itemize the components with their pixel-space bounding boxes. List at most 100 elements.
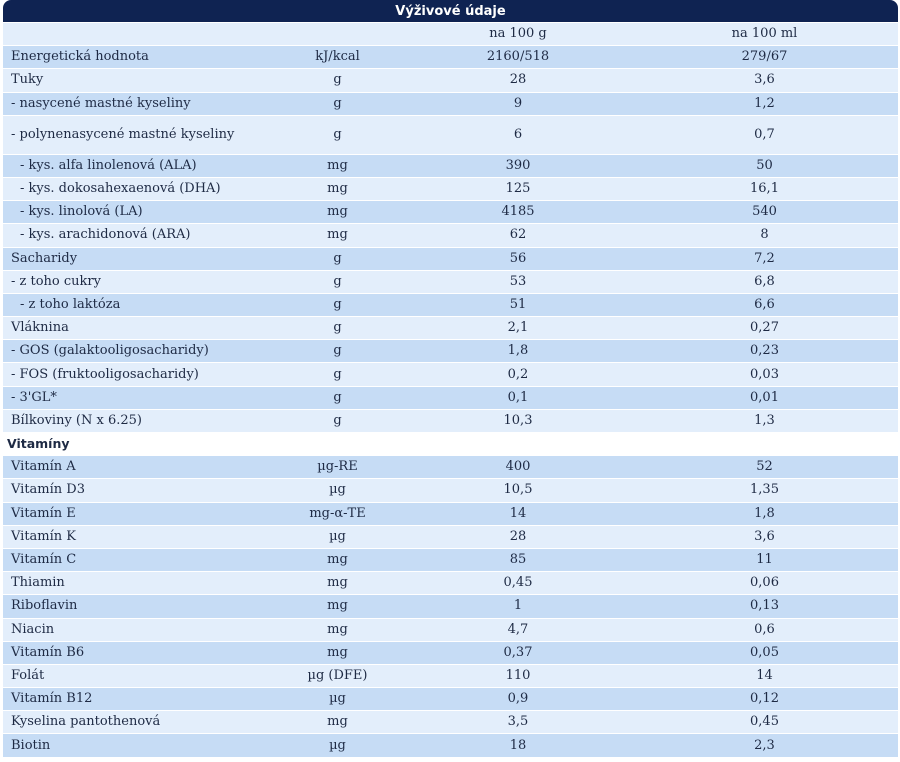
row-per-100ml: 8: [760, 227, 769, 243]
row-per-100ml: 6,6: [754, 296, 775, 312]
row-per-100ml: 279/67: [741, 49, 788, 65]
row-unit: g: [333, 250, 342, 266]
row-per-100ml: 3,6: [754, 72, 775, 88]
row-per-100ml: 14: [756, 667, 773, 683]
row-per-100ml: 1,2: [754, 95, 775, 111]
table-row: Vláknina g 2,1 0,27: [3, 317, 898, 341]
table-row: Tuky g 28 3,6: [3, 69, 898, 93]
row-per-100ml: 0,6: [754, 621, 775, 637]
row-label: - FOS (fruktooligosacharidy): [11, 366, 199, 382]
row-unit: mg: [327, 227, 348, 243]
row-label: Thiamin: [11, 575, 65, 591]
row-per-100g: 400: [505, 459, 531, 475]
table-row: Vitamín E mg-α-TE 14 1,8: [3, 502, 898, 526]
row-per-100ml: 0,13: [750, 598, 779, 614]
row-per-100g: 1: [513, 598, 523, 614]
row-per-100g: 0,37: [503, 644, 533, 660]
table-row: Riboflavin mg 1 0,13: [3, 595, 898, 619]
nutrition-table: Výživové údaje na 100 g na 100 ml Energe…: [3, 0, 898, 758]
row-label: Kyselina pantothenová: [11, 714, 161, 730]
row-per-100ml: 0,12: [750, 691, 779, 707]
row-per-100g: 56: [509, 250, 527, 266]
row-unit: g: [333, 296, 342, 312]
row-per-100g: 0,45: [503, 575, 533, 591]
row-unit: g: [333, 320, 342, 336]
section-heading-row: Vitamíny: [3, 433, 898, 457]
row-per-100g: 6: [513, 126, 523, 142]
row-per-100ml: 3,6: [754, 528, 775, 544]
table-row: Sacharidy g 56 7,2: [3, 247, 898, 271]
row-per-100ml: 7,2: [754, 250, 775, 266]
row-label: - z toho cukry: [11, 273, 101, 289]
row-unit: mg: [327, 644, 348, 660]
row-label: Vitamín E: [11, 505, 76, 521]
row-per-100ml: 6,8: [754, 273, 775, 289]
row-label: - GOS (galaktooligosacharidy): [11, 343, 209, 359]
row-label: - polynenasycené mastné kyseliny: [11, 126, 235, 142]
row-per-100g: 0,9: [507, 691, 529, 707]
row-per-100g: 0,2: [507, 366, 529, 382]
row-unit: µg (DFE): [307, 667, 368, 683]
table-row: - z toho cukry g 53 6,8: [3, 270, 898, 294]
table-row: - FOS (fruktooligosacharidy) g 0,2 0,03: [3, 363, 898, 387]
row-unit: g: [333, 95, 342, 111]
row-per-100ml: 0,23: [750, 343, 779, 359]
section-heading: Vitamíny: [7, 436, 70, 452]
row-label: Folát: [11, 667, 45, 683]
table-row: - z toho laktóza g 51 6,6: [3, 293, 898, 318]
row-per-100ml: 0,45: [750, 714, 779, 730]
row-unit: µg: [329, 691, 346, 707]
row-unit: µg: [329, 528, 346, 544]
row-label: - kys. dokosahexaenová (DHA): [20, 181, 221, 197]
row-per-100ml: 2,3: [754, 737, 775, 753]
table-row: Vitamín B12 µg 0,9 0,12: [3, 688, 898, 712]
row-per-100g: 1,8: [507, 343, 529, 359]
row-per-100ml: 0,27: [750, 320, 779, 336]
table-row: Biotin µg 18 2,3: [3, 734, 898, 758]
row-label: Vitamín C: [11, 552, 77, 568]
row-per-100ml: 0,01: [750, 389, 779, 405]
table-row: - nasycené mastné kyseliny g 9 1,2: [3, 92, 898, 116]
row-per-100ml: 0,7: [754, 126, 775, 142]
row-per-100g: 2,1: [507, 320, 529, 336]
table-row: - kys. dokosahexaenová (DHA) mg 125 16,1: [3, 177, 898, 202]
row-label: - kys. arachidonová (ARA): [20, 227, 191, 243]
row-per-100g: 18: [509, 737, 527, 753]
row-per-100g: 28: [509, 528, 527, 544]
table-row: Vitamín C mg 85 11: [3, 548, 898, 573]
row-unit: mg: [327, 181, 348, 197]
row-unit: g: [333, 72, 342, 88]
row-per-100g: 4185: [501, 204, 535, 220]
table-row: Vitamín B6 mg 0,37 0,05: [3, 641, 898, 665]
row-per-100g: 0,1: [507, 389, 529, 405]
row-per-100g: 125: [505, 181, 531, 197]
table-row: Bílkoviny (N x 6.25) g 10,3 1,3: [3, 409, 898, 433]
row-per-100g: 10,3: [503, 412, 533, 428]
row-label: Vitamín B6: [11, 644, 85, 660]
row-unit: mg: [327, 204, 348, 220]
row-label: Vitamín D3: [11, 482, 85, 498]
table-row: Folát µg (DFE) 110 14: [3, 664, 898, 689]
header-per-100ml: na 100 ml: [731, 26, 798, 42]
row-per-100g: 390: [505, 157, 531, 173]
row-per-100ml: 11: [756, 552, 773, 568]
row-unit: µg-RE: [317, 459, 358, 475]
row-label: Vitamín A: [11, 459, 76, 475]
row-label: Vitamín K: [11, 528, 76, 544]
row-per-100g: 53: [509, 273, 527, 289]
table-row: Thiamin mg 0,45 0,06: [3, 572, 898, 596]
row-label: - z toho laktóza: [20, 296, 121, 312]
row-label: - nasycené mastné kyseliny: [11, 95, 191, 111]
row-per-100ml: 1,3: [754, 412, 775, 428]
row-per-100ml: 1,35: [750, 482, 779, 498]
table-row: - kys. arachidonová (ARA) mg 62 8: [3, 224, 898, 248]
row-per-100g: 51: [509, 296, 527, 312]
row-label: - kys. alfa linolenová (ALA): [20, 157, 197, 173]
row-unit: g: [333, 389, 342, 405]
row-label: Vitamín B12: [11, 691, 93, 707]
row-unit: g: [333, 273, 342, 289]
table-row: Energetická hodnota kJ/kcal 2160/518 279…: [3, 46, 898, 70]
row-per-100g: 62: [509, 227, 527, 243]
header-per-100g: na 100 g: [489, 26, 547, 42]
row-unit: g: [333, 412, 342, 428]
